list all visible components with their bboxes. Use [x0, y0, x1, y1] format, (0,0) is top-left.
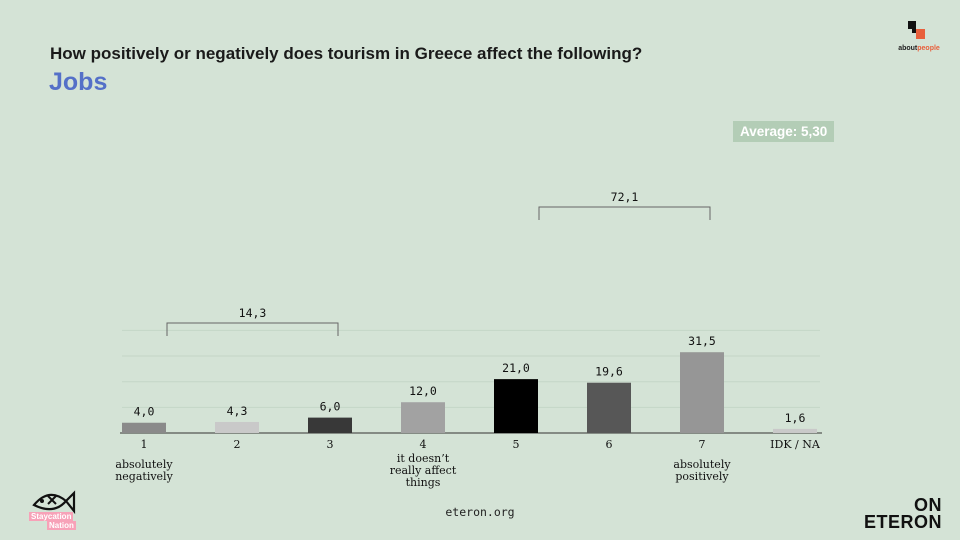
group-bracket	[166, 322, 339, 336]
nation-text: Nation	[47, 521, 76, 530]
bar-value-label: 4,0	[134, 405, 155, 419]
source-link[interactable]: eteron.org	[445, 505, 515, 519]
bar-value-label: 6,0	[320, 400, 341, 414]
group-bracket	[538, 206, 711, 220]
x-sublabel: absolutely positively	[673, 458, 731, 483]
x-sublabel: it doesn’t really affect things	[390, 452, 457, 489]
bar-value-label: 1,6	[785, 411, 806, 425]
bar	[308, 417, 352, 433]
brand-line-2: ETERON	[863, 512, 942, 532]
x-tick-label: 3	[327, 438, 334, 451]
brand-line-1: ON	[914, 495, 942, 515]
bar-value-label: 31,5	[688, 334, 716, 348]
logo-word-about: about	[898, 45, 918, 52]
bar	[680, 352, 724, 433]
bar	[122, 422, 166, 433]
x-tick-label: 1	[141, 438, 148, 451]
logo-word-people: people	[917, 45, 940, 52]
staycation-nation-fish-icon	[32, 490, 76, 515]
bar-value-label: 12,0	[409, 384, 437, 398]
x-sublabel: absolutely negatively	[115, 458, 173, 483]
bar-value-label: 4,3	[227, 404, 248, 418]
aboutpeople-logo-icon	[908, 21, 925, 39]
staycation-text: Staycation	[29, 512, 74, 521]
average-badge: Average: 5,30	[733, 121, 835, 142]
bar	[215, 421, 259, 433]
x-tick-label: 6	[606, 438, 613, 451]
group-total-label: 72,1	[611, 190, 639, 204]
x-tick-label: 4	[420, 438, 427, 451]
on-eteron-logo: ON ETERON	[862, 495, 942, 532]
aboutpeople-logo: aboutpeople	[894, 45, 944, 52]
bar-value-label: 21,0	[502, 361, 530, 375]
bar	[587, 382, 631, 433]
chart-subtitle: Jobs	[49, 68, 108, 96]
bar	[494, 379, 538, 433]
bar-value-label: 19,6	[595, 365, 623, 379]
bar	[401, 402, 445, 433]
group-total-label: 14,3	[239, 306, 267, 320]
x-tick-label: IDK / NA	[770, 438, 821, 451]
x-tick-label: 5	[513, 438, 520, 451]
x-tick-label: 7	[699, 438, 706, 451]
x-tick-label: 2	[234, 438, 241, 451]
chart-question: How positively or negatively does touris…	[50, 44, 643, 63]
bar	[773, 428, 817, 433]
